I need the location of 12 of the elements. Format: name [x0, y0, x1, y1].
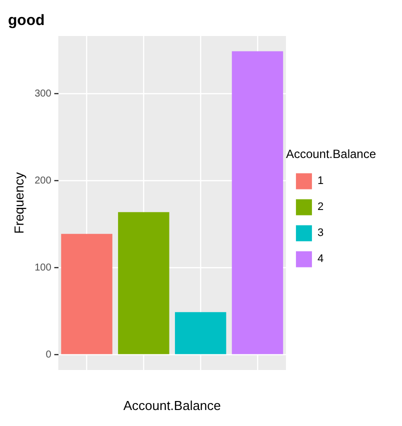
legend-label: 2 [317, 201, 324, 214]
legend-title: Account.Balance [286, 147, 376, 162]
legend-label: 1 [317, 175, 324, 188]
legend-label: 4 [317, 253, 324, 266]
y-tick-label: 0 [46, 350, 52, 361]
y-tick-label: 100 [34, 262, 52, 274]
chart-title: good [8, 12, 45, 30]
y-tick-label: 300 [34, 88, 52, 100]
y-axis-title: Frequency [11, 172, 26, 234]
x-axis-title: Account.Balance [123, 398, 221, 413]
legend-label: 3 [317, 227, 324, 240]
y-tick-label: 200 [34, 176, 52, 187]
